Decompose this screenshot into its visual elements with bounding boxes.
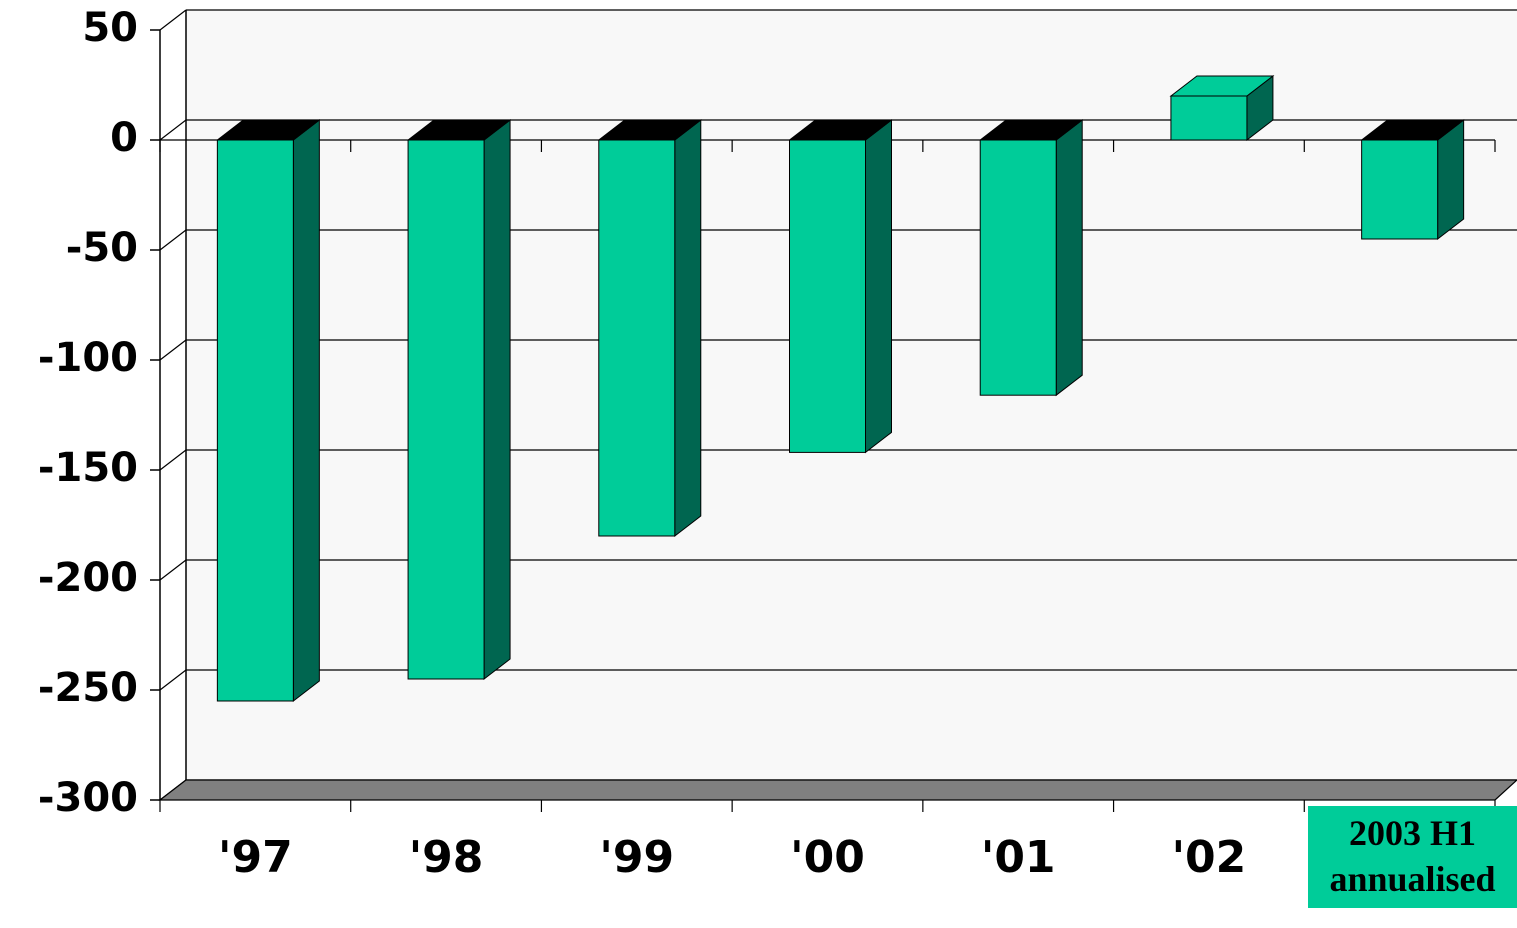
bar-side bbox=[483, 118, 511, 681]
x-tick-label: '98 bbox=[408, 832, 484, 883]
x-tick-label: '01 bbox=[980, 832, 1056, 883]
grid-diagonal bbox=[159, 449, 187, 471]
x-tick-label: '00 bbox=[790, 832, 865, 883]
grid-diagonal bbox=[159, 119, 187, 141]
bar-side bbox=[674, 118, 702, 538]
x-tick-label: '99 bbox=[599, 832, 675, 883]
bar-side bbox=[1437, 118, 1465, 241]
grid-diagonal bbox=[159, 559, 187, 581]
bar bbox=[979, 139, 1057, 396]
bar bbox=[1361, 139, 1439, 240]
bar bbox=[216, 139, 294, 702]
floor bbox=[158, 779, 1517, 801]
grid-diagonal bbox=[159, 229, 187, 251]
bar-side bbox=[1055, 118, 1083, 397]
bar bbox=[789, 139, 866, 453]
y-tick-label: -150 bbox=[38, 445, 138, 491]
x-tick-label: 2003 H1 annualised bbox=[1308, 806, 1517, 908]
y-tick-label: -250 bbox=[38, 665, 138, 711]
grid-diagonal bbox=[159, 339, 187, 361]
y-tick-label: 50 bbox=[82, 5, 138, 51]
y-tick-label: -100 bbox=[38, 335, 138, 381]
grid-diagonal bbox=[159, 669, 187, 691]
bar bbox=[598, 139, 676, 537]
bar bbox=[1170, 95, 1248, 141]
grid-diagonal bbox=[159, 9, 187, 31]
bar bbox=[407, 139, 485, 680]
bar-side bbox=[292, 118, 320, 703]
x-tick-label: '97 bbox=[217, 832, 293, 883]
y-tick-label: -300 bbox=[38, 775, 138, 821]
y-tick-label: -50 bbox=[66, 225, 138, 271]
bar-side bbox=[865, 118, 892, 454]
y-tick-label: 0 bbox=[110, 115, 138, 161]
y-tick-label: -200 bbox=[38, 555, 138, 601]
x-tick-label: '02 bbox=[1171, 832, 1247, 883]
